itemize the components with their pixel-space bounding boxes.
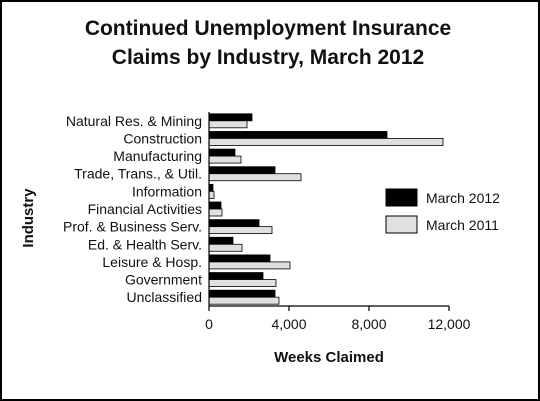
x-tick-label: 0 bbox=[205, 316, 213, 332]
x-axis-title: Weeks Claimed bbox=[274, 349, 384, 366]
category-label: Manufacturing bbox=[113, 148, 202, 164]
x-tick-label: 4,000 bbox=[271, 316, 306, 332]
chart-title-line-2: Claims by Industry, March 2012 bbox=[111, 46, 425, 69]
bar-march-2011-0 bbox=[208, 120, 248, 129]
y-axis-title: Industry bbox=[20, 188, 37, 248]
category-label: Trade, Trans., & Util. bbox=[74, 166, 202, 182]
legend-swatch-march-2011 bbox=[385, 215, 418, 234]
category-label: Government bbox=[125, 272, 202, 288]
bar-march-2012-6 bbox=[208, 219, 260, 228]
bar-march-2011-10 bbox=[208, 296, 280, 305]
category-label: Unclassified bbox=[127, 289, 202, 305]
chart-title-line-1: Continued Unemployment Insurance bbox=[84, 17, 452, 40]
bar-march-2011-2 bbox=[208, 155, 242, 164]
bar-march-2011-5 bbox=[208, 208, 223, 217]
category-label: Prof. & Business Serv. bbox=[63, 219, 202, 235]
chart-title: Continued Unemployment Insurance Claims … bbox=[0, 14, 536, 72]
bar-march-2012-9 bbox=[208, 272, 264, 280]
bar-march-2011-4 bbox=[208, 190, 215, 199]
category-label: Information bbox=[132, 183, 202, 199]
category-label: Leisure & Hosp. bbox=[102, 254, 202, 270]
category-label: Financial Activities bbox=[88, 201, 202, 217]
bar-march-2012-8 bbox=[208, 254, 271, 263]
bar-march-2011-1 bbox=[208, 138, 444, 146]
bar-march-2012-7 bbox=[208, 236, 234, 245]
legend-label-march-2012: March 2012 bbox=[426, 190, 500, 206]
x-tick-label: 12,000 bbox=[428, 316, 471, 332]
bar-march-2012-2 bbox=[208, 148, 236, 157]
x-ticks-group: 0 4,000 8,000 12,000 bbox=[205, 306, 471, 332]
bar-march-2012-10 bbox=[208, 289, 276, 298]
bar-march-2012-1 bbox=[208, 131, 388, 139]
bar-march-2012-0 bbox=[208, 113, 253, 122]
bar-march-2012-5 bbox=[208, 201, 222, 210]
legend: March 2012 March 2011 bbox=[385, 188, 500, 234]
bar-march-2011-7 bbox=[208, 243, 243, 252]
legend-label-march-2011: March 2011 bbox=[426, 217, 499, 233]
category-label: Construction bbox=[123, 130, 202, 146]
legend-swatch-march-2012 bbox=[385, 188, 418, 207]
category-label: Ed. & Health Serv. bbox=[88, 236, 202, 252]
bar-march-2011-3 bbox=[208, 173, 302, 182]
x-tick-label: 8,000 bbox=[351, 316, 386, 332]
bar-march-2011-9 bbox=[208, 279, 277, 287]
bar-march-2011-8 bbox=[208, 261, 291, 270]
category-label: Natural Res. & Mining bbox=[66, 113, 202, 129]
bars-group bbox=[208, 113, 444, 305]
bar-march-2012-3 bbox=[208, 166, 276, 175]
bar-march-2012-4 bbox=[208, 183, 214, 192]
bar-march-2011-6 bbox=[208, 226, 273, 235]
